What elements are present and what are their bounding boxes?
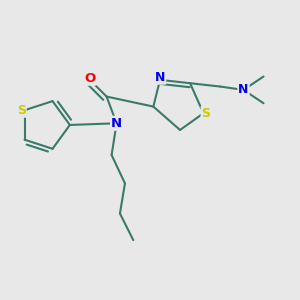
Text: N: N	[155, 71, 165, 84]
Text: S: S	[17, 104, 26, 117]
Text: O: O	[84, 72, 95, 85]
Text: N: N	[238, 83, 249, 96]
Text: N: N	[111, 117, 122, 130]
Text: S: S	[202, 107, 211, 120]
